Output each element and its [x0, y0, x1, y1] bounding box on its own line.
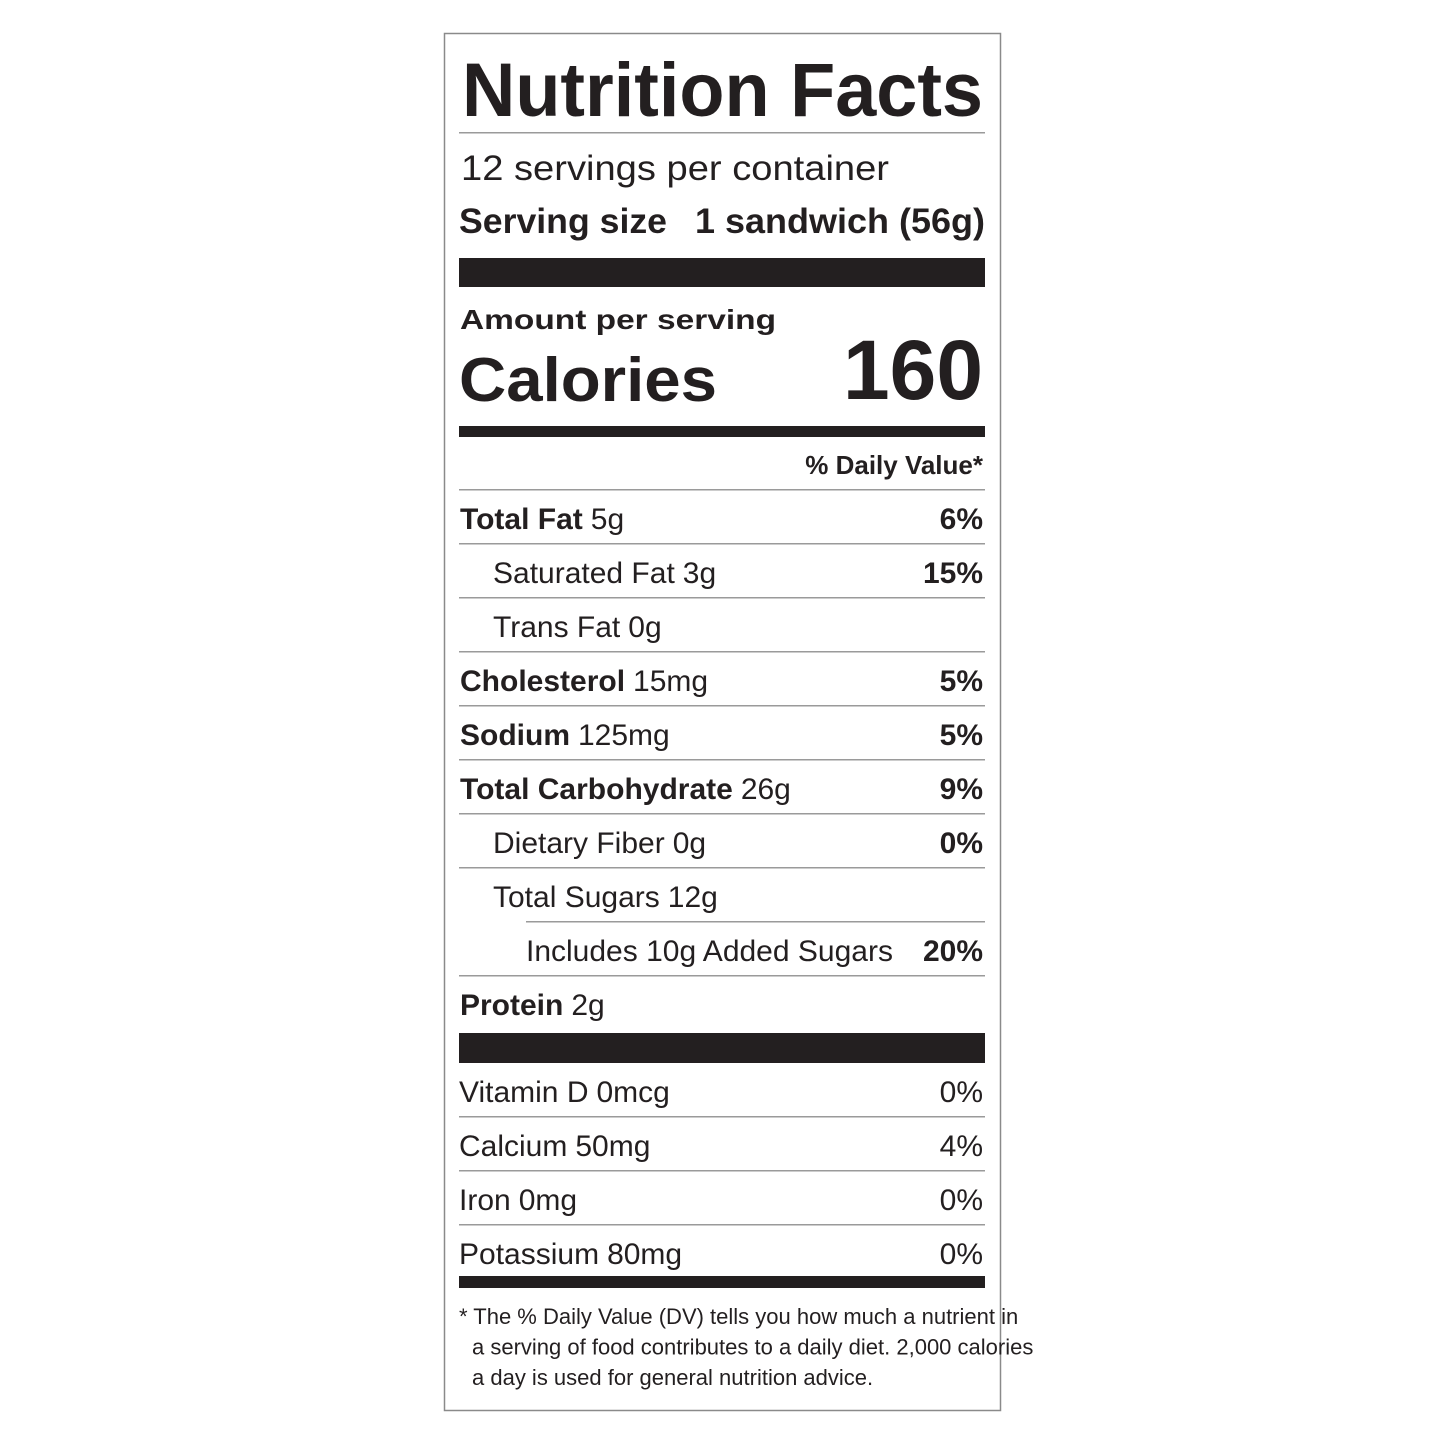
- daily-value: 0%: [940, 1238, 983, 1271]
- vitamin-row: Potassium 80mg: [459, 1238, 682, 1271]
- nutrient-name: Saturated Fat: [493, 557, 675, 590]
- daily-value: 5%: [940, 665, 983, 698]
- servings: 12 servings per container: [461, 149, 889, 188]
- daily-value: 0%: [940, 827, 983, 860]
- serving-size-label: Serving size: [459, 202, 667, 241]
- footnote: a serving of food contributes to a daily…: [472, 1335, 1033, 1360]
- rule: [459, 543, 985, 545]
- vitamin-name: Iron: [459, 1184, 511, 1217]
- nutrient-row: Protein 2g: [460, 989, 605, 1022]
- rule: [526, 921, 985, 923]
- nutrient-name: Total Sugars: [493, 881, 660, 914]
- thick-bar: [459, 1276, 985, 1288]
- nutrient-amount: 0g: [673, 827, 706, 860]
- daily-value: 15%: [923, 557, 983, 590]
- nutrient-row: Total Sugars 12g: [493, 881, 718, 914]
- rule: [459, 651, 985, 653]
- rule: [459, 1170, 985, 1172]
- rule: [459, 867, 985, 869]
- calories-value: 160: [843, 323, 983, 417]
- nutrient-amount: 2g: [571, 989, 604, 1022]
- nutrient-amount: 0g: [628, 611, 661, 644]
- vitamin-name: Calcium: [459, 1130, 567, 1163]
- nutrient-name: Cholesterol: [460, 665, 625, 698]
- nutrient-amount: 12g: [668, 881, 718, 914]
- amount-label: Amount per serving: [460, 304, 776, 335]
- vitamin-name: Vitamin D: [459, 1076, 589, 1109]
- vitamin-amount: 0mg: [519, 1184, 577, 1217]
- daily-value: 6%: [940, 503, 983, 536]
- rule: [459, 597, 985, 599]
- nutrient-row: Includes 10g Added Sugars: [526, 935, 893, 968]
- nutrient-name: Protein: [460, 989, 563, 1022]
- rule: [459, 132, 985, 134]
- rule: [459, 705, 985, 707]
- rule: [459, 489, 985, 491]
- thick-bar: [459, 1033, 985, 1063]
- vitamin-name: Potassium: [459, 1238, 599, 1271]
- rule: [459, 759, 985, 761]
- nutrient-amount: 125mg: [578, 719, 670, 752]
- vitamin-row: Calcium 50mg: [459, 1130, 650, 1163]
- title: Nutrition Facts: [462, 48, 983, 133]
- daily-value: 20%: [923, 935, 983, 968]
- vitamin-row: Iron 0mg: [459, 1184, 577, 1217]
- nutrient-name: Sodium: [460, 719, 570, 752]
- daily-value: 4%: [940, 1130, 983, 1163]
- nutrient-name: Total Carbohydrate: [460, 773, 733, 806]
- nutrient-amount: 3g: [683, 557, 716, 590]
- vitamin-row: Vitamin D 0mcg: [459, 1076, 670, 1109]
- serving-size-value: 1 sandwich (56g): [695, 202, 985, 241]
- rule: [459, 1116, 985, 1118]
- nutrient-row: Cholesterol 15mg: [460, 665, 708, 698]
- rule: [459, 975, 985, 977]
- thick-bar: [459, 258, 985, 287]
- vitamin-amount: 50mg: [575, 1130, 650, 1163]
- nutrient-name: Total Fat: [460, 503, 583, 536]
- footnote: * The % Daily Value (DV) tells you how m…: [459, 1304, 1018, 1329]
- nutrient-row: Total Carbohydrate 26g: [460, 773, 791, 806]
- thick-bar: [459, 426, 985, 437]
- nutrient-name: Dietary Fiber: [493, 827, 665, 860]
- nutrient-amount: 15mg: [633, 665, 708, 698]
- nutrient-amount: 5g: [591, 503, 624, 536]
- daily-value: 0%: [940, 1076, 983, 1109]
- nutrient-name: Includes 10g Added Sugars: [526, 935, 893, 968]
- nutrient-name: Trans Fat: [493, 611, 621, 644]
- vitamin-amount: 80mg: [607, 1238, 682, 1271]
- rule: [459, 813, 985, 815]
- nutrient-row: Sodium 125mg: [460, 719, 670, 752]
- calories-label: Calories: [459, 346, 717, 415]
- rule: [459, 1224, 985, 1226]
- daily-value-header: % Daily Value*: [805, 450, 984, 480]
- nutrient-row: Total Fat 5g: [460, 503, 624, 536]
- vitamin-amount: 0mcg: [597, 1076, 670, 1109]
- nutrient-amount: 26g: [741, 773, 791, 806]
- daily-value: 5%: [940, 719, 983, 752]
- nutrient-row: Dietary Fiber 0g: [493, 827, 706, 860]
- daily-value: 0%: [940, 1184, 983, 1217]
- daily-value: 9%: [940, 773, 983, 806]
- nutrient-row: Trans Fat 0g: [493, 611, 662, 644]
- footnote: a day is used for general nutrition advi…: [472, 1365, 873, 1390]
- nutrient-row: Saturated Fat 3g: [493, 557, 716, 590]
